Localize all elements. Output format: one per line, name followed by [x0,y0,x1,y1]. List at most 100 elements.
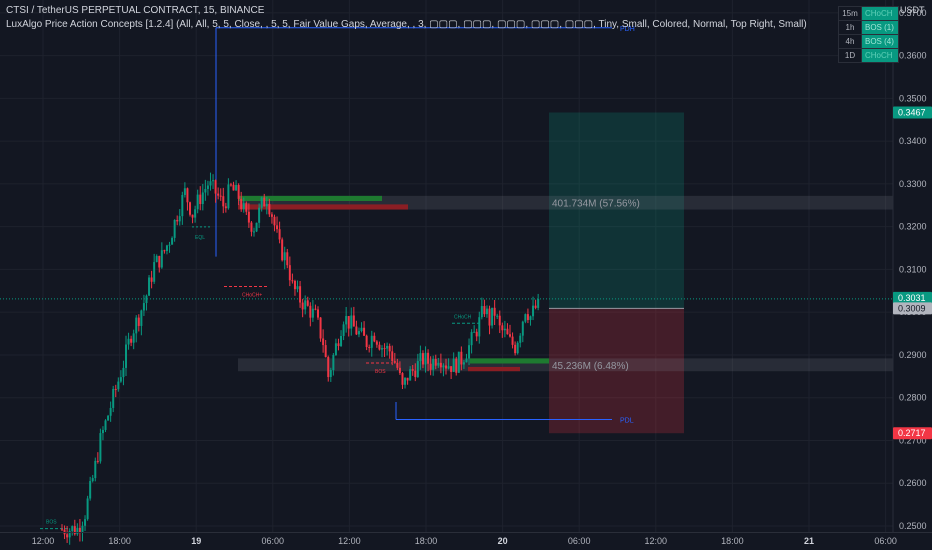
price-tick-label: 0.2700 [899,435,927,445]
time-tick-label: 21 [804,536,814,546]
candle-body [432,358,435,370]
candle-body [163,250,166,252]
candle-body [414,370,417,378]
candle-body [416,361,419,378]
candle-body [214,180,217,194]
structure-levels: PDH PDL EQL CHoCH+ BOS CHoCH BOS [0,26,893,530]
candle-body [519,335,522,343]
candle-body [329,370,332,378]
candle-body [462,362,465,365]
candle-body [391,351,394,362]
candle-body [191,214,194,218]
candle-body [475,331,478,337]
candle-body [232,184,235,191]
candle-body [276,225,279,230]
candle-body [101,429,104,434]
candle-body [140,310,143,326]
position-tool[interactable] [549,112,684,434]
candle-body [242,203,245,209]
candle-body [419,353,422,362]
candle-body [247,211,250,223]
candle-body [347,316,350,329]
candle-body [378,344,381,350]
candle-body [360,327,363,332]
price-label-text: 0.3467 [898,107,926,117]
candle-body [309,305,312,318]
candle-body [447,366,450,369]
candle-body [427,352,430,364]
candle-body [227,184,230,209]
price-tick-label: 0.3300 [899,179,927,189]
candle-body [258,207,261,223]
candle-body [532,305,535,317]
candle-body [235,185,238,191]
candle-body [63,529,66,535]
indicator-title[interactable]: LuxAlgo Price Action Concepts [1.2.4] (A… [6,19,807,30]
candle-body [516,342,519,354]
candle-body [411,369,414,371]
candle-body [485,308,488,315]
candle-body [468,345,471,359]
time-tick-label: 18:00 [415,536,438,546]
candle-body [340,335,343,347]
tf-status: CHoCH [861,6,899,21]
candle-body [457,351,460,373]
order-block [238,195,382,201]
price-label-bg [893,106,932,119]
order-block [468,366,520,372]
candle-body [381,348,383,350]
candle-body [537,298,540,308]
candle-body [160,250,163,268]
candle-body [153,262,156,282]
candle-body [155,255,158,263]
candle-body [406,377,409,381]
candle-body [314,308,317,310]
candle-body [514,344,517,354]
tf-status: BOS (4) [861,34,899,49]
candle-body [388,345,391,352]
candle-body [445,365,447,369]
candle-body [442,365,445,368]
candle-body [345,316,348,325]
volume-zone [238,358,893,372]
candle-body [91,478,94,482]
candle-body [470,332,473,346]
price-axis[interactable]: 0.3700 0.3600 0.3500 0.3400 0.3300 0.3200 0.31… [892,0,932,550]
grid [0,0,893,532]
candle-body [498,315,501,326]
candle-body [350,315,353,329]
candle-body [434,358,437,366]
time-axis[interactable]: 12:00 18:00 19 06:00 12:00 18:00 20 06:00 12:00 1… [0,532,932,547]
candle-body [206,185,209,189]
symbol-title[interactable]: CTSI / TetherUS PERPETUAL CONTRACT, 15, … [6,5,265,16]
candle-body [398,367,401,374]
choch-plus-label: CHoCH+ [242,293,262,299]
candle-body [260,197,263,208]
order-blocks [238,195,549,372]
candle-body [145,295,148,304]
candle-body [396,362,399,368]
price-tick-label: 0.2500 [899,521,927,531]
candle-body [383,348,386,350]
currency-label[interactable]: USDT [900,5,925,15]
candle-body [324,345,327,358]
candle-body [196,194,199,210]
candle-body [493,307,496,316]
candle-body [365,335,368,348]
candle-body [178,216,181,222]
bos-label: BOS [375,369,386,375]
candle-body [255,222,258,232]
candle-body [452,358,455,372]
tf-row: 4h BOS (4) [838,34,899,49]
price-label-text: 0.3009 [898,303,926,313]
candle-body [375,341,378,345]
candle-body [245,203,248,212]
candle-body [250,222,253,232]
candle-body [268,203,271,215]
candle-body [296,286,299,290]
price-label-text: 0.3031 [898,293,926,303]
price-label-bg [893,302,932,315]
time-tick-label: 20 [498,536,508,546]
